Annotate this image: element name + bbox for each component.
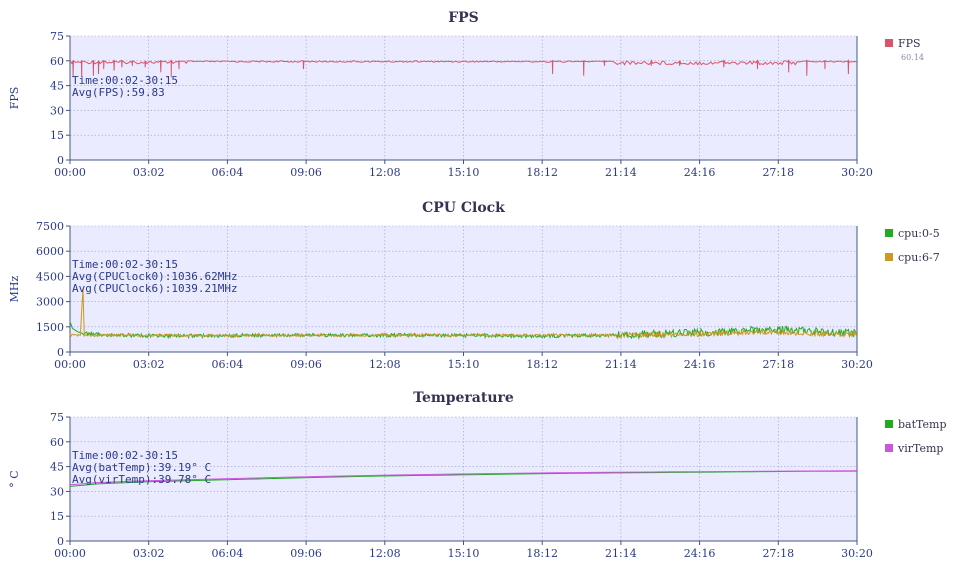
y-tick-label: 75 [50,30,64,43]
x-tick-label: 06:04 [212,166,244,179]
series-line-virTemp [69,470,857,486]
y-tick-label: 0 [57,346,64,359]
legend-swatch [885,253,893,261]
y-tick-label: 15 [50,129,64,142]
x-tick-label: 18:12 [526,166,558,179]
chart-annotation: Time:00:02-30:15 [72,258,178,271]
chart-annotation: Avg(virTemp):39.78° C [72,473,211,486]
x-tick-label: 24:16 [684,166,716,179]
y-axis-label: FPS [8,87,21,110]
x-tick-label: 15:10 [448,547,480,560]
x-tick-label: 27:18 [762,547,794,560]
y-tick-label: 0 [57,535,64,548]
x-tick-label: 00:00 [54,547,86,560]
x-tick-label: 09:06 [290,358,322,371]
x-tick-label: 00:00 [54,358,86,371]
x-tick-label: 03:02 [133,358,165,371]
chart-annotation: Time:00:02-30:15 [72,74,178,87]
y-tick-label: 60 [50,436,64,449]
chart-annotation: Avg(FPS):59.83 [72,86,165,99]
y-tick-label: 30 [50,104,64,117]
plot-area [70,36,857,160]
y-tick-label: 60 [50,55,64,68]
x-tick-label: 09:06 [290,547,322,560]
series-line-FPS [69,58,858,78]
legend-swatch [885,420,893,428]
y-tick-label: 15 [50,510,64,523]
x-tick-label: 12:08 [369,166,401,179]
legend-swatch [885,39,893,47]
legend-label: virTemp [897,442,943,455]
x-tick-label: 06:04 [212,547,244,560]
y-tick-label: 0 [57,154,64,167]
y-tick-label: 6000 [36,245,64,258]
x-tick-label: 12:08 [369,358,401,371]
chart-annotation: Time:00:02-30:15 [72,449,178,462]
chart-title: Temperature [413,390,514,406]
y-tick-label: 30 [50,485,64,498]
chart-title: FPS [448,10,479,26]
chart-annotation: Avg(batTemp):39.19° C [72,461,211,474]
y-axis-label: ° C [8,470,21,487]
x-tick-label: 15:10 [448,358,480,371]
y-tick-label: 7500 [36,220,64,233]
x-tick-label: 27:18 [762,166,794,179]
x-tick-label: 24:16 [684,547,716,560]
x-tick-label: 30:20 [841,547,873,560]
chart-title: CPU Clock [422,200,505,216]
x-tick-label: 03:02 [133,547,165,560]
x-tick-label: 06:04 [212,358,244,371]
legend-value: 60.14 [901,53,924,62]
x-tick-label: 24:16 [684,358,716,371]
series-line-cpu:6-7 [69,288,858,340]
y-tick-label: 3000 [36,296,64,309]
y-tick-label: 4500 [36,270,64,283]
y-axis-label: MHz [8,275,21,302]
legend-label: batTemp [898,418,947,431]
x-tick-label: 27:18 [762,358,794,371]
x-tick-label: 21:14 [605,166,637,179]
x-tick-label: 12:08 [369,547,401,560]
x-tick-label: 18:12 [526,547,558,560]
legend-swatch [885,229,893,237]
legend-label: cpu:0-5 [898,227,940,240]
legend-label: cpu:6-7 [898,251,940,264]
y-tick-label: 75 [50,411,64,424]
x-tick-label: 09:06 [290,166,322,179]
chart-panel-2: Temperature 0 15 30 45 60 75 00:00 03:02 06:04 09:… [8,390,947,560]
x-tick-label: 15:10 [448,166,480,179]
series-line-cpu:0-5 [69,321,858,341]
y-tick-label: 1500 [36,321,64,334]
x-tick-label: 21:14 [605,547,637,560]
chart-annotation: Avg(CPUClock0):1036.62MHz [72,270,238,283]
x-tick-label: 03:02 [133,166,165,179]
chart-panel-1: CPU Clock 0 1500 3000 4500 6000 7500 00:00 03:02… [8,200,940,371]
legend-swatch [885,444,893,452]
chart-panel-0: FPS 0 15 30 45 60 75 00:00 03:02 06:04 09:06 12:08 1… [8,10,924,179]
legend-label: FPS [898,37,921,50]
x-tick-label: 18:12 [526,358,558,371]
x-tick-label: 30:20 [841,166,873,179]
x-tick-label: 21:14 [605,358,637,371]
y-tick-label: 45 [50,80,64,93]
x-tick-label: 00:00 [54,166,86,179]
y-tick-label: 45 [50,461,64,474]
chart-annotation: Avg(CPUClock6):1039.21MHz [72,282,238,295]
x-tick-label: 30:20 [841,358,873,371]
